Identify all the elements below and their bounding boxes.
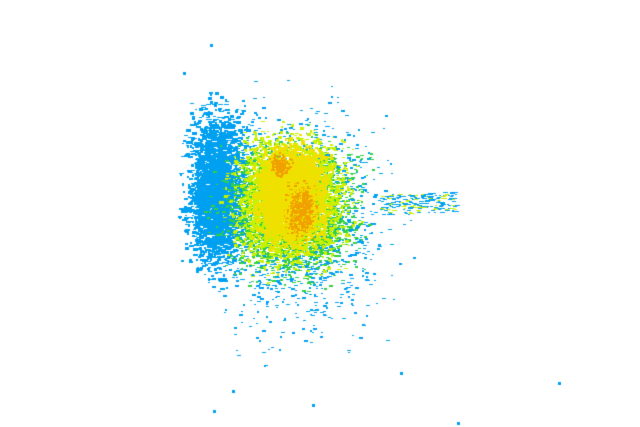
map-view[interactable]: [0, 0, 640, 427]
intensity-overlay: [0, 0, 640, 427]
